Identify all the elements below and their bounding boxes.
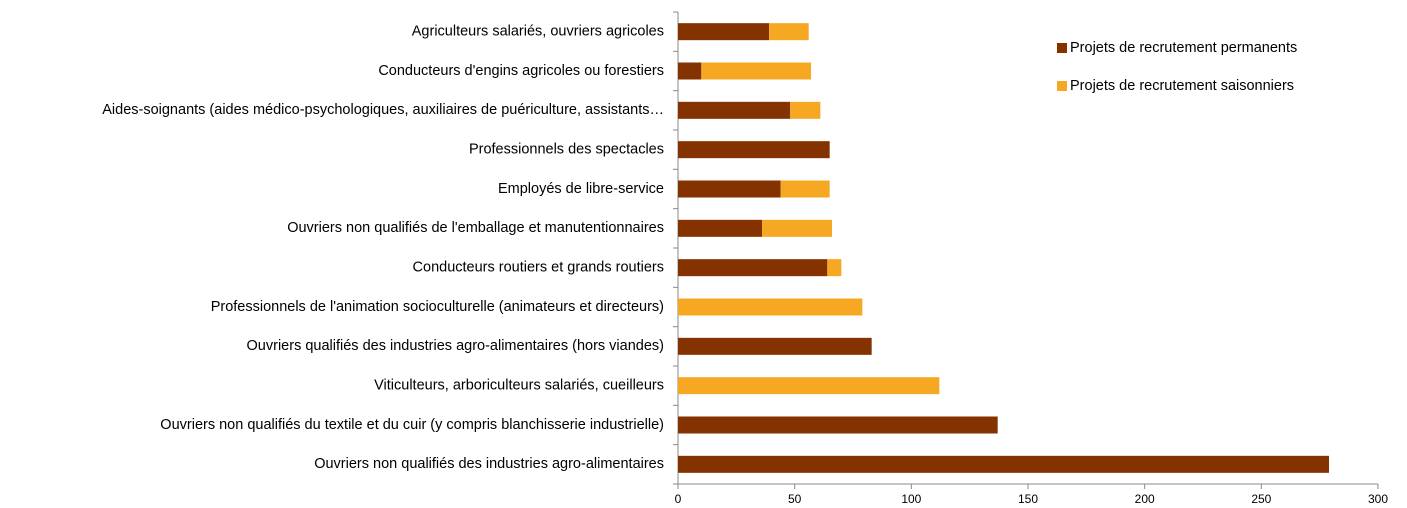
bar xyxy=(678,298,863,316)
bar xyxy=(678,377,940,395)
bar xyxy=(678,455,1329,473)
bar xyxy=(678,337,872,355)
legend-swatch xyxy=(1057,43,1067,53)
y-tick-label: Conducteurs routiers et grands routiers xyxy=(413,259,664,275)
legend-swatch xyxy=(1057,81,1067,91)
x-tick-label: 50 xyxy=(788,492,802,506)
bar xyxy=(827,259,842,277)
bar xyxy=(769,23,809,41)
y-tick-label: Conducteurs d'engins agricoles ou forest… xyxy=(378,63,664,79)
y-tick-label: Aides-soignants (aides médico-psychologi… xyxy=(102,102,664,118)
x-tick-label: 150 xyxy=(1018,492,1038,506)
x-tick-label: 300 xyxy=(1368,492,1388,506)
y-tick-label: Ouvriers qualifiés des industries agro-a… xyxy=(247,338,664,354)
y-tick-label: Ouvriers non qualifiés du textile et du … xyxy=(160,417,664,433)
y-tick-label: Professionnels des spectacles xyxy=(469,141,664,157)
legend-label: Projets de recrutement permanents xyxy=(1070,40,1297,56)
bar xyxy=(678,101,790,119)
bar xyxy=(678,141,830,159)
bar xyxy=(678,416,998,434)
bar xyxy=(678,219,762,237)
y-tick-label: Ouvriers non qualifiés des industries ag… xyxy=(314,456,664,472)
bar xyxy=(780,180,830,198)
y-tick-label: Agriculteurs salariés, ouvriers agricole… xyxy=(412,23,664,39)
bar xyxy=(701,62,811,80)
x-tick-label: 250 xyxy=(1251,492,1271,506)
y-tick-label: Employés de libre-service xyxy=(498,181,664,197)
bar xyxy=(678,180,781,198)
bar xyxy=(678,62,702,80)
bar xyxy=(790,101,821,119)
bar xyxy=(678,23,769,41)
y-tick-label: Professionnels de l'animation sociocultu… xyxy=(211,299,664,315)
bar xyxy=(762,219,832,237)
x-tick-label: 200 xyxy=(1135,492,1155,506)
x-tick-label: 100 xyxy=(901,492,921,506)
legend-label: Projets de recrutement saisonniers xyxy=(1070,78,1294,94)
x-tick-label: 0 xyxy=(675,492,682,506)
y-tick-label: Ouvriers non qualifiés de l'emballage et… xyxy=(287,220,664,236)
bar xyxy=(678,259,828,277)
y-tick-label: Viticulteurs, arboriculteurs salariés, c… xyxy=(374,377,664,393)
